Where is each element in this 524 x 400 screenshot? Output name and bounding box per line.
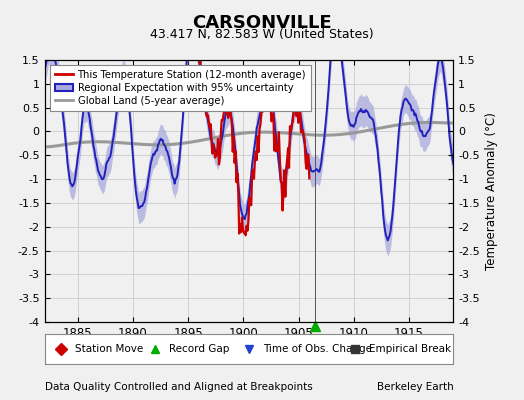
Text: Berkeley Earth: Berkeley Earth [377,382,453,392]
Text: Data Quality Controlled and Aligned at Breakpoints: Data Quality Controlled and Aligned at B… [45,382,312,392]
Legend: This Temperature Station (12-month average), Regional Expectation with 95% uncer: This Temperature Station (12-month avera… [50,65,311,111]
Text: 43.417 N, 82.583 W (United States): 43.417 N, 82.583 W (United States) [150,28,374,41]
Text: Time of Obs. Change: Time of Obs. Change [263,344,372,354]
Text: Empirical Break: Empirical Break [369,344,452,354]
Text: Record Gap: Record Gap [169,344,230,354]
Y-axis label: Temperature Anomaly (°C): Temperature Anomaly (°C) [485,112,498,270]
Text: CARSONVILLE: CARSONVILLE [192,14,332,32]
Text: Station Move: Station Move [75,344,144,354]
